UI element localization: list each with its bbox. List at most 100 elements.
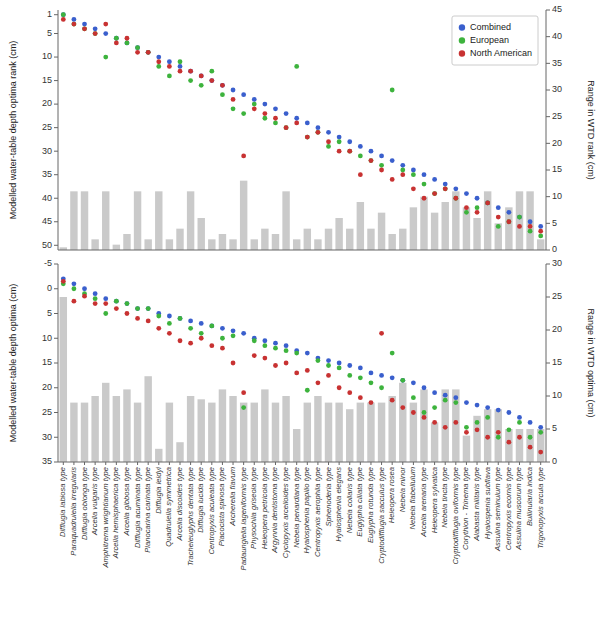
point xyxy=(358,375,363,380)
chart-canvas: 15101520253035404550051015202530354045Mo… xyxy=(0,0,604,624)
point xyxy=(209,69,214,74)
axis-title-right: Range in WTD rank (cm) xyxy=(586,80,596,180)
bar xyxy=(495,409,502,462)
point xyxy=(369,158,374,163)
tick-label-left: 30 xyxy=(42,146,52,156)
bar xyxy=(144,376,151,462)
legend: CombinedEuropeanNorth American xyxy=(452,16,538,65)
tick-label-bottom: Arcella vulgaris type xyxy=(90,467,99,536)
tick-label-bottom: Difflugia lucida type xyxy=(196,467,205,533)
tick-left xyxy=(54,151,58,152)
point xyxy=(252,97,257,102)
point xyxy=(252,353,257,358)
tick-bottom xyxy=(424,462,425,465)
point xyxy=(369,380,374,385)
bar xyxy=(378,213,385,250)
point xyxy=(358,366,363,371)
tick-right xyxy=(546,10,550,11)
point xyxy=(156,314,161,319)
tick-label-right: 45 xyxy=(552,4,562,14)
bar xyxy=(261,229,268,250)
point xyxy=(485,405,490,410)
point xyxy=(316,130,321,135)
point xyxy=(337,135,342,140)
point xyxy=(506,427,511,432)
bar xyxy=(537,239,544,250)
point xyxy=(241,331,246,336)
bar xyxy=(187,191,194,250)
tick-bottom xyxy=(201,462,202,465)
bar xyxy=(388,396,395,462)
point xyxy=(316,380,321,385)
point xyxy=(82,294,87,299)
tick-right xyxy=(546,297,550,298)
point xyxy=(125,41,130,46)
point xyxy=(390,177,395,182)
point xyxy=(82,26,87,31)
point xyxy=(231,333,236,338)
point xyxy=(209,78,214,83)
point xyxy=(475,420,480,425)
tick-label-right: 5 xyxy=(552,218,557,228)
tick-label-bottom: Padaungiella lageniformis type xyxy=(239,467,248,570)
tick-bottom xyxy=(243,462,244,465)
tick-right xyxy=(546,396,550,397)
tick-label-left: 25 xyxy=(42,407,52,417)
tick-label-right: 5 xyxy=(552,423,557,433)
tick-bottom xyxy=(116,462,117,465)
tick-label-bottom: Cryptodifflugia sacculus type xyxy=(377,467,386,564)
bar xyxy=(229,239,236,250)
bar xyxy=(198,218,205,250)
point xyxy=(400,163,405,168)
point xyxy=(294,64,299,69)
bar xyxy=(431,422,438,462)
point xyxy=(231,97,236,102)
point xyxy=(146,319,151,324)
tick-label-right: 25 xyxy=(552,291,562,301)
tick-label-bottom: Nebela penardiana type xyxy=(292,467,301,548)
point xyxy=(528,229,533,234)
tick-label-bottom: Quadrulella symmetrica xyxy=(164,467,173,547)
point xyxy=(358,395,363,400)
point xyxy=(453,196,458,201)
point xyxy=(61,279,66,284)
point xyxy=(379,385,384,390)
tick-left xyxy=(54,33,58,34)
point xyxy=(82,286,87,291)
point xyxy=(273,116,278,121)
point xyxy=(517,420,522,425)
bar xyxy=(91,239,98,250)
bar xyxy=(134,403,141,462)
tick-label-bottom: Centropyxis ecornis type xyxy=(504,467,513,550)
bar xyxy=(81,403,88,462)
point xyxy=(538,229,543,234)
point xyxy=(284,343,289,348)
point xyxy=(390,351,395,356)
tick-label-bottom: Heleopera sylvatica xyxy=(430,467,439,533)
point xyxy=(390,375,395,380)
point xyxy=(231,88,236,93)
point xyxy=(273,363,278,368)
tick-label-left: 20 xyxy=(42,382,52,392)
point xyxy=(464,425,469,430)
tick-bottom xyxy=(169,462,170,465)
bar xyxy=(113,396,120,462)
point xyxy=(135,306,140,311)
bar xyxy=(293,239,300,250)
tick-right xyxy=(546,223,550,224)
tick-bottom xyxy=(519,462,520,465)
point xyxy=(496,215,501,220)
point xyxy=(422,385,427,390)
tick-label-bottom: Nebela collaris type xyxy=(345,467,354,533)
point xyxy=(326,139,331,144)
point xyxy=(82,22,87,27)
bar xyxy=(166,403,173,462)
point xyxy=(72,17,77,22)
point xyxy=(61,12,66,17)
point xyxy=(475,427,480,432)
bar xyxy=(81,191,88,250)
point xyxy=(125,311,130,316)
bar xyxy=(367,403,374,462)
point xyxy=(114,36,119,41)
tick-label-bottom: Paraquadrulella irregularis xyxy=(69,467,78,556)
